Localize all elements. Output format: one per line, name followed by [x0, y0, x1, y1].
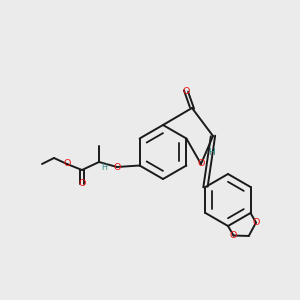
Text: O: O [230, 231, 237, 240]
Text: O: O [63, 160, 71, 169]
Text: O: O [197, 160, 205, 169]
Text: H: H [208, 148, 214, 157]
Text: H: H [102, 163, 107, 172]
Text: O: O [113, 163, 121, 172]
Text: O: O [182, 86, 190, 95]
Text: O: O [252, 218, 260, 227]
Text: O: O [78, 179, 86, 188]
